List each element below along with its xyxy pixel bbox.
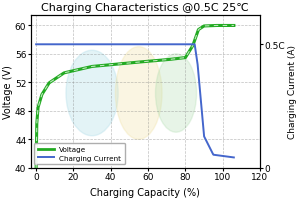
Ellipse shape (116, 47, 162, 140)
Title: Charging Characteristics @0.5C 25℃: Charging Characteristics @0.5C 25℃ (41, 3, 249, 13)
Ellipse shape (155, 55, 196, 133)
Legend: Voltage, Charging Current: Voltage, Charging Current (34, 143, 125, 164)
X-axis label: Charging Capacity (%): Charging Capacity (%) (90, 187, 200, 197)
Y-axis label: Charging Current (A): Charging Current (A) (287, 45, 296, 139)
Ellipse shape (66, 51, 118, 136)
Y-axis label: Voltage (V): Voltage (V) (4, 65, 14, 119)
